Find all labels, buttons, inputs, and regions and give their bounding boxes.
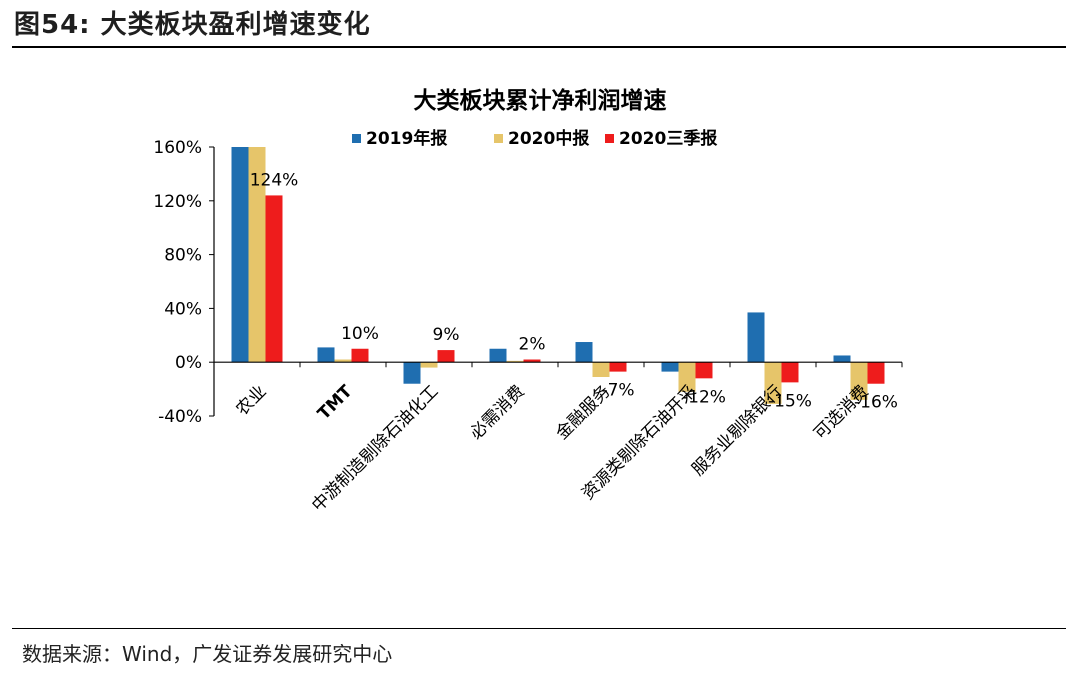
bar <box>833 355 851 363</box>
legend-swatch <box>605 134 614 143</box>
bar <box>351 348 369 363</box>
figure-title: 图54: 大类板块盈利增速变化 <box>14 10 371 40</box>
y-tick-label: 80% <box>164 246 202 266</box>
y-tick-label: 40% <box>164 299 202 319</box>
bar-chart: 大类板块累计净利润增速 2019年报 2020中报 2020三季报 -40% 0% 40… <box>153 87 903 516</box>
data-label: -16% <box>854 393 898 413</box>
bar <box>334 359 352 363</box>
legend-label: 2019年报 <box>366 128 447 149</box>
bar <box>764 362 782 404</box>
data-label: 2% <box>519 335 546 355</box>
bar <box>489 348 507 363</box>
top-divider <box>12 46 1066 48</box>
legend: 2019年报 2020中报 2020三季报 <box>352 128 717 149</box>
chart-title: 大类板块累计净利润增速 <box>414 87 667 114</box>
data-label: -12% <box>682 387 726 407</box>
bar <box>317 347 335 363</box>
legend-swatch <box>494 134 503 143</box>
bar <box>867 362 885 384</box>
x-tick-label: TMT <box>314 381 357 424</box>
y-tick-label: 160% <box>153 138 202 158</box>
bar <box>850 362 868 400</box>
source-note: 数据来源：Wind，广发证券发展研究中心 <box>22 642 393 666</box>
bar <box>747 312 765 363</box>
bar <box>609 362 627 372</box>
bars-layer <box>231 147 885 404</box>
legend-label: 2020三季报 <box>619 128 717 149</box>
y-tick-label: -40% <box>158 407 202 427</box>
data-label: 10% <box>341 324 379 344</box>
bottom-divider <box>12 628 1066 629</box>
bar <box>678 362 696 392</box>
bar <box>661 362 679 372</box>
legend-swatch <box>352 134 361 143</box>
legend-label: 2020中报 <box>508 128 589 149</box>
data-label: -15% <box>768 391 812 411</box>
x-tick-label: 农业 <box>232 382 270 420</box>
bar <box>592 362 610 377</box>
bar <box>523 359 541 363</box>
bar <box>420 362 438 368</box>
bar <box>437 350 455 363</box>
y-tick-label: 0% <box>175 353 202 373</box>
bar <box>506 360 524 363</box>
y-tick-label: 120% <box>153 192 202 212</box>
data-label: 9% <box>433 325 460 345</box>
bar <box>575 342 593 363</box>
data-label: -7% <box>601 381 634 401</box>
bar <box>248 147 266 363</box>
bar <box>265 195 283 363</box>
bar <box>403 362 421 384</box>
x-tick-label: 必需消费 <box>466 382 528 444</box>
bar <box>231 147 249 363</box>
data-labels: 124% 10% 9% 2% -7% -12% -15% -16% <box>250 170 898 412</box>
data-label: 124% <box>250 170 299 190</box>
bar <box>781 362 799 383</box>
bar <box>695 362 713 379</box>
axes-layer <box>209 146 903 417</box>
y-tick-labels: -40% 0% 40% 80% 120% 160% <box>153 138 202 427</box>
